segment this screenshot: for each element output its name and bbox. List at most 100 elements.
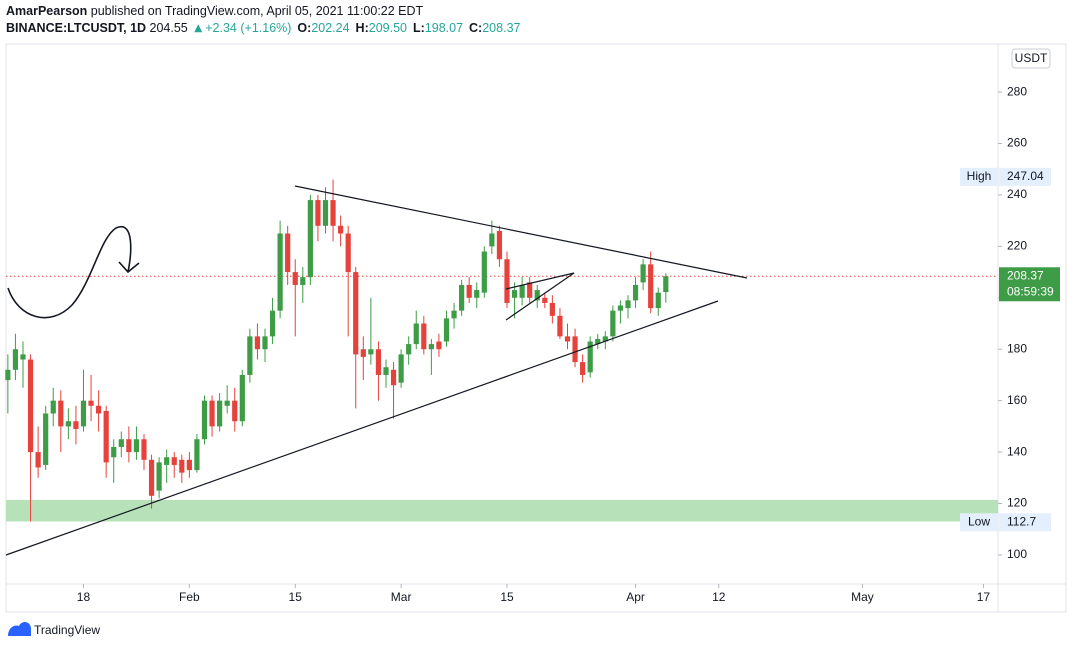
header: AmarPearson published on TradingView.com… [6, 4, 424, 18]
arrow-head [118, 261, 140, 274]
x-tick-label: 17 [977, 590, 991, 604]
candle-body [5, 369, 11, 381]
candle-body [156, 462, 162, 491]
candle-body [345, 233, 351, 273]
y-tick-label: 220 [1007, 239, 1027, 253]
candle-body [587, 341, 593, 373]
candle-body [50, 400, 56, 414]
candle-body [496, 230, 503, 260]
marker-label: High [967, 169, 992, 183]
candle-body [640, 264, 646, 283]
y-tick-label: 120 [1007, 496, 1027, 510]
y-tick-label: 240 [1007, 187, 1027, 201]
support-zone [6, 499, 998, 522]
candle-body [171, 457, 177, 465]
candle-body [58, 400, 64, 427]
candle-body [459, 284, 465, 311]
candle-body [436, 341, 442, 350]
x-tick-label: May [851, 590, 874, 604]
trend-line [505, 272, 575, 321]
candle-body [300, 277, 306, 285]
candle-body [27, 359, 34, 453]
candle-body [481, 251, 487, 293]
last: 204.55 [150, 21, 188, 35]
x-tick-label: 15 [289, 590, 303, 604]
footer-text: TradingView [34, 623, 100, 637]
marker-value-box [999, 513, 1051, 532]
candle-body [20, 354, 26, 360]
ohlc-value: 208.37 [482, 21, 520, 35]
high-marker-box [960, 167, 998, 186]
candle-body [421, 323, 427, 350]
up-arrow-icon [194, 24, 203, 33]
low-marker-box [960, 513, 998, 532]
candle-body [617, 305, 624, 311]
candle-body [489, 233, 495, 247]
candle-body [247, 336, 253, 375]
candle-body [186, 459, 192, 471]
candle-body [88, 400, 94, 406]
plot [5, 179, 998, 522]
currency: USDT [1015, 51, 1048, 65]
candle-body [610, 310, 616, 337]
x-tick-label: 12 [712, 590, 726, 604]
marker-value: 112.7 [1007, 514, 1036, 528]
trend-line [294, 185, 748, 279]
candle-body [285, 233, 291, 273]
y-tick-label: 160 [1007, 393, 1027, 407]
candle-body [179, 459, 185, 473]
candle-body [12, 349, 19, 370]
ohlc-key: H: [356, 21, 369, 35]
candle-body [406, 344, 412, 355]
trend-line [5, 300, 719, 556]
ohlc-key: O: [297, 21, 311, 35]
candle-body [330, 200, 336, 226]
trend-line [505, 272, 575, 290]
candle-body [542, 297, 548, 303]
marker-value-box [999, 167, 1051, 186]
candle-body [360, 349, 366, 357]
candle-body [428, 344, 434, 350]
candle-body [564, 336, 571, 342]
candle-body [625, 300, 631, 309]
ohlc-key: C: [469, 21, 482, 35]
candle-body [292, 272, 298, 285]
candle-body [390, 369, 397, 386]
candle-body [655, 292, 661, 309]
candle-body [580, 362, 586, 375]
candle-body [519, 284, 525, 298]
last-price-box [999, 267, 1060, 302]
y-tick-label: 260 [1007, 136, 1027, 150]
candle-body [595, 338, 601, 345]
candle-body [269, 310, 276, 337]
candle-body [232, 400, 238, 422]
x-tick-label: Mar [391, 590, 412, 604]
footer-logo: TradingView [8, 622, 100, 637]
candle-body [217, 400, 223, 427]
candle-body [549, 302, 555, 316]
candle-body [353, 272, 359, 355]
candle-body [194, 439, 200, 471]
candle-body [133, 439, 140, 453]
y-tick-label: 280 [1007, 84, 1027, 98]
x-tick-label: 15 [500, 590, 514, 604]
x-tick-label: 18 [77, 590, 91, 604]
freehand-arrow [7, 225, 132, 319]
ohlc-key: L: [413, 21, 425, 35]
candle-body [511, 290, 518, 298]
candle-body [307, 200, 313, 278]
candle-body [35, 452, 41, 468]
candle-body [322, 200, 329, 226]
candle-body [65, 421, 71, 427]
candle-body [383, 367, 389, 375]
marker-value: 247.04 [1007, 169, 1044, 183]
candle-body [43, 413, 49, 465]
candle-body [201, 400, 208, 440]
candle-body [224, 400, 230, 406]
logo-cloud [8, 622, 31, 636]
candle-body [466, 284, 472, 298]
y-tick-label: 180 [1007, 341, 1027, 355]
marker-label: Low [968, 514, 990, 528]
x-tick-label: Apr [626, 590, 645, 604]
author: AmarPearson [6, 4, 87, 18]
